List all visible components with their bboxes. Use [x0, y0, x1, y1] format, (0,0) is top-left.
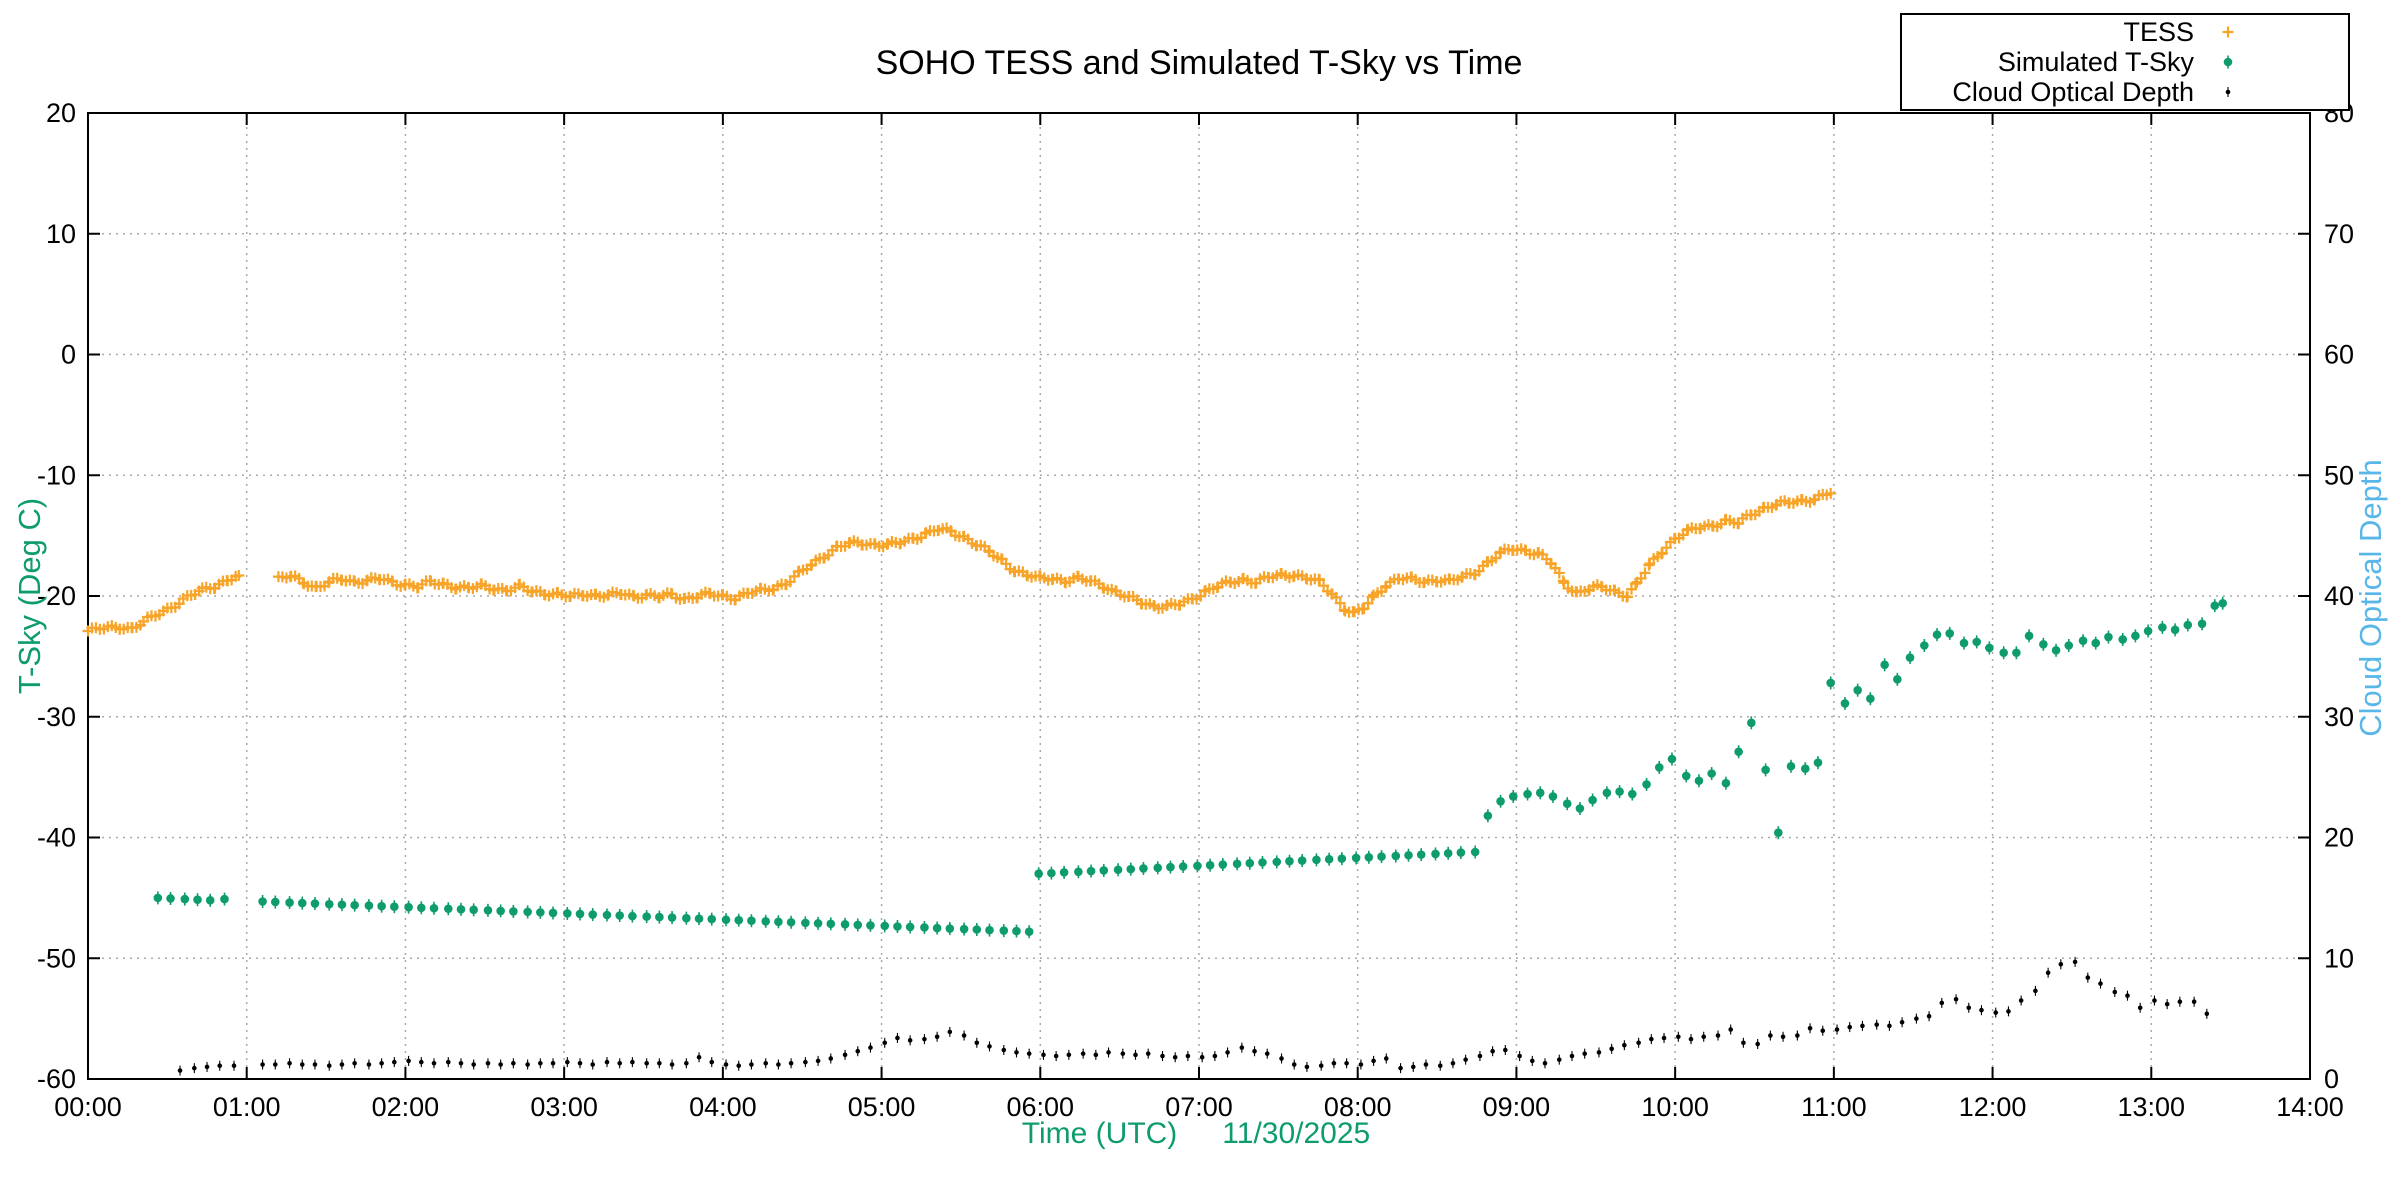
- y-left-tick-label: -40: [37, 823, 76, 853]
- x-axis-label-text: Time (UTC): [1021, 1117, 1178, 1150]
- x-axis-label: Time (UTC) 11/30/2025: [1022, 1117, 1370, 1151]
- x-tick-label: 05:00: [848, 1092, 916, 1122]
- grid-lines: [88, 113, 2310, 1079]
- y-left-tick-label: 0: [61, 340, 76, 370]
- y-left-tick-label: -10: [37, 460, 76, 490]
- legend-row-tess: TESS: [1902, 17, 2348, 47]
- x-tick-label: 12:00: [1959, 1092, 2027, 1122]
- y-axis-label-right: Cloud Optical Depth: [2353, 459, 2388, 737]
- tick-labels: 00:00 01:00 02:00 03:00 04:00 05:00 06:00 07:00…: [37, 98, 2354, 1122]
- plot-border: [87, 112, 2311, 1080]
- series-tess: [82, 487, 1837, 637]
- y-right-tick-label: 50: [2324, 460, 2354, 490]
- x-tick-label: 01:00: [213, 1092, 281, 1122]
- legend-label-simulated-tsky: Simulated T-Sky: [1997, 46, 2194, 77]
- series-simulated-t-sky: [153, 596, 2228, 939]
- y-right-tick-label: 20: [2324, 823, 2354, 853]
- y-left-tick-label: -30: [37, 702, 76, 732]
- y-right-tick-label: 0: [2324, 1064, 2339, 1094]
- x-tick-label: 11:00: [1801, 1092, 1867, 1122]
- y-left-tick-label: 10: [46, 219, 76, 249]
- x-tick-label: 00:00: [54, 1092, 122, 1122]
- x-tick-label: 07:00: [1165, 1092, 1233, 1122]
- y-right-tick-label: 60: [2324, 340, 2354, 370]
- y-axis-label-left: T-Sky (Deg C): [12, 497, 47, 695]
- series-cloud-optical-depth: [177, 956, 2210, 1076]
- legend: TESS Simulated T-Sky Cloud Optical Depth: [1900, 13, 2350, 111]
- x-tick-label: 14:00: [2276, 1092, 2344, 1122]
- x-axis-label-date: 11/30/2025: [1222, 1117, 1371, 1150]
- y-right-tick-label: 30: [2324, 702, 2354, 732]
- x-tick-label: 10:00: [1641, 1092, 1709, 1122]
- x-tick-label: 03:00: [530, 1092, 598, 1122]
- tess-plus-marker-icon: [2222, 26, 2234, 38]
- y-right-tick-label: 40: [2324, 581, 2354, 611]
- y-right-tick-label: 10: [2324, 943, 2354, 973]
- cloud-dot-marker-icon: [2225, 87, 2231, 97]
- y-left-tick-label: 20: [46, 98, 76, 128]
- legend-label-tess: TESS: [2123, 16, 2194, 47]
- x-tick-label: 13:00: [2117, 1092, 2185, 1122]
- legend-label-cloud-optical-depth: Cloud Optical Depth: [1952, 76, 2194, 107]
- x-tick-label: 09:00: [1483, 1092, 1551, 1122]
- y-right-tick-label: 70: [2324, 219, 2354, 249]
- legend-row-simulated-tsky: Simulated T-Sky: [1902, 47, 2348, 77]
- y-left-tick-label: -50: [37, 943, 76, 973]
- y-left-tick-label: -20: [37, 581, 76, 611]
- x-tick-label: 02:00: [372, 1092, 440, 1122]
- tsky-dot-marker-icon: [2223, 55, 2233, 69]
- legend-row-cloud-optical-depth: Cloud Optical Depth: [1902, 77, 2348, 107]
- x-tick-label: 04:00: [689, 1092, 757, 1122]
- y-left-tick-label: -60: [37, 1064, 76, 1094]
- x-tick-label: 08:00: [1324, 1092, 1392, 1122]
- x-tick-label: 06:00: [1006, 1092, 1074, 1122]
- chart-title: SOHO TESS and Simulated T-Sky vs Time: [875, 44, 1523, 82]
